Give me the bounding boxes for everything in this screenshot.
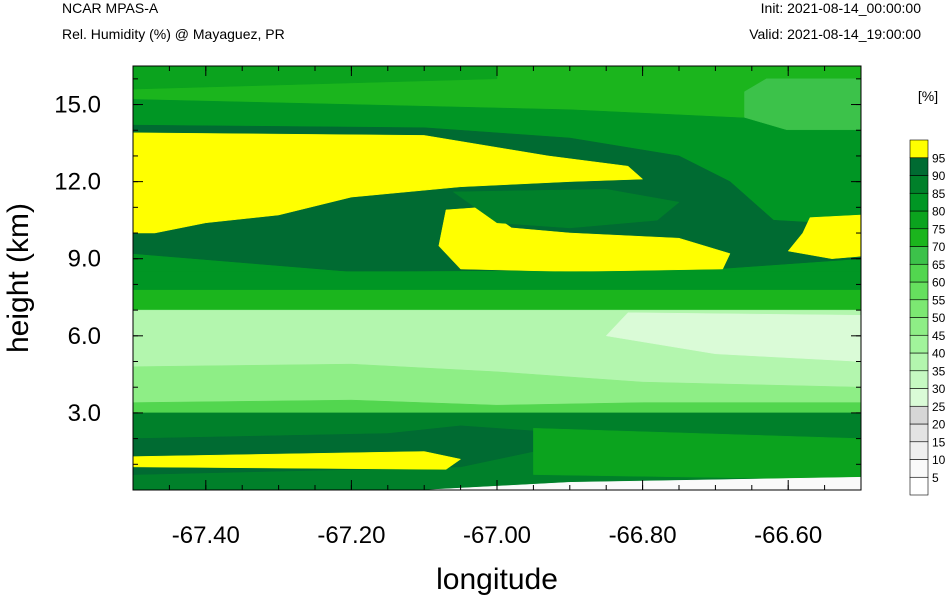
colorbar-label: 90	[932, 169, 946, 183]
x-tick-label: -66.80	[609, 522, 677, 549]
colorbar-bin	[909, 246, 929, 265]
contour-region-18	[133, 451, 462, 470]
colorbar-label: 40	[932, 347, 946, 361]
contour-region-9	[452, 189, 680, 229]
colorbar-bin	[909, 210, 929, 230]
colorbar-label: 55	[932, 293, 946, 307]
colorbar-bin	[909, 175, 929, 194]
colorbar-bin	[909, 476, 929, 496]
x-axis-label: longitude	[436, 563, 558, 596]
colorbar-bin	[909, 441, 929, 460]
colorbar-bin	[909, 317, 929, 336]
colorbar-label: 65	[932, 258, 946, 272]
init-time: Init: 2021-08-14_00:00:00	[760, 0, 921, 16]
colorbar-bin	[909, 370, 929, 389]
colorbar-bin	[909, 352, 929, 372]
colorbar-label: 5	[932, 471, 939, 485]
colorbar-label: 50	[932, 311, 946, 325]
x-tick-label: -67.00	[463, 522, 531, 549]
x-tick-label: -66.60	[754, 522, 822, 549]
colorbar-bin	[909, 334, 929, 354]
colorbar-bin	[909, 228, 929, 247]
colorbar-label: 20	[932, 418, 946, 432]
colorbar-label: 75	[932, 222, 946, 236]
colorbar-bin	[909, 405, 929, 425]
field-title: Rel. Humidity (%) @ Mayaguez, PR	[62, 26, 285, 42]
contour-region-6	[133, 132, 644, 234]
colorbar-label: 30	[932, 382, 946, 396]
y-tick-label: 9.0	[68, 246, 101, 273]
contour-region-19	[533, 428, 861, 480]
colorbar-label: 15	[932, 435, 946, 449]
x-tick-label: -67.20	[317, 522, 385, 549]
colorbar-bin	[909, 459, 929, 478]
y-axis-label: height (km)	[2, 203, 35, 353]
colorbar-units: [%]	[918, 88, 938, 104]
colorbar-bin	[909, 263, 929, 283]
contour-region-11	[133, 271, 861, 290]
contour-region-3	[744, 78, 861, 131]
contour-region-13	[605, 312, 861, 362]
colorbar-label: 95	[932, 151, 946, 165]
colorbar-label: 45	[932, 329, 946, 343]
colorbar-bin	[909, 139, 929, 159]
valid-time: Valid: 2021-08-14_19:00:00	[749, 26, 921, 42]
y-tick-label: 12.0	[54, 169, 101, 196]
colorbar-label: 35	[932, 364, 946, 378]
colorbar-label: 85	[932, 187, 946, 201]
y-tick-label: 15.0	[54, 92, 101, 119]
colorbar-label: 70	[932, 240, 946, 254]
y-tick-label: 3.0	[68, 400, 101, 427]
colorbar-label: 25	[932, 400, 946, 414]
y-tick-label: 6.0	[68, 323, 101, 350]
colorbar-bin	[909, 299, 929, 318]
colorbar-label: 60	[932, 276, 946, 290]
contour-fill-group	[133, 66, 861, 490]
colorbar-bin	[909, 281, 929, 301]
colorbar-label: 80	[932, 205, 946, 219]
contour-region-8	[787, 214, 861, 259]
colorbar-label: 10	[932, 453, 946, 467]
contour-region-1	[133, 66, 498, 90]
colorbar-bin	[909, 157, 929, 176]
colorbar-bin	[909, 423, 929, 443]
colorbar-bin	[909, 388, 929, 407]
model-name: NCAR MPAS-A	[62, 0, 159, 16]
x-tick-label: -67.40	[172, 522, 240, 549]
colorbar-bin	[909, 192, 929, 212]
